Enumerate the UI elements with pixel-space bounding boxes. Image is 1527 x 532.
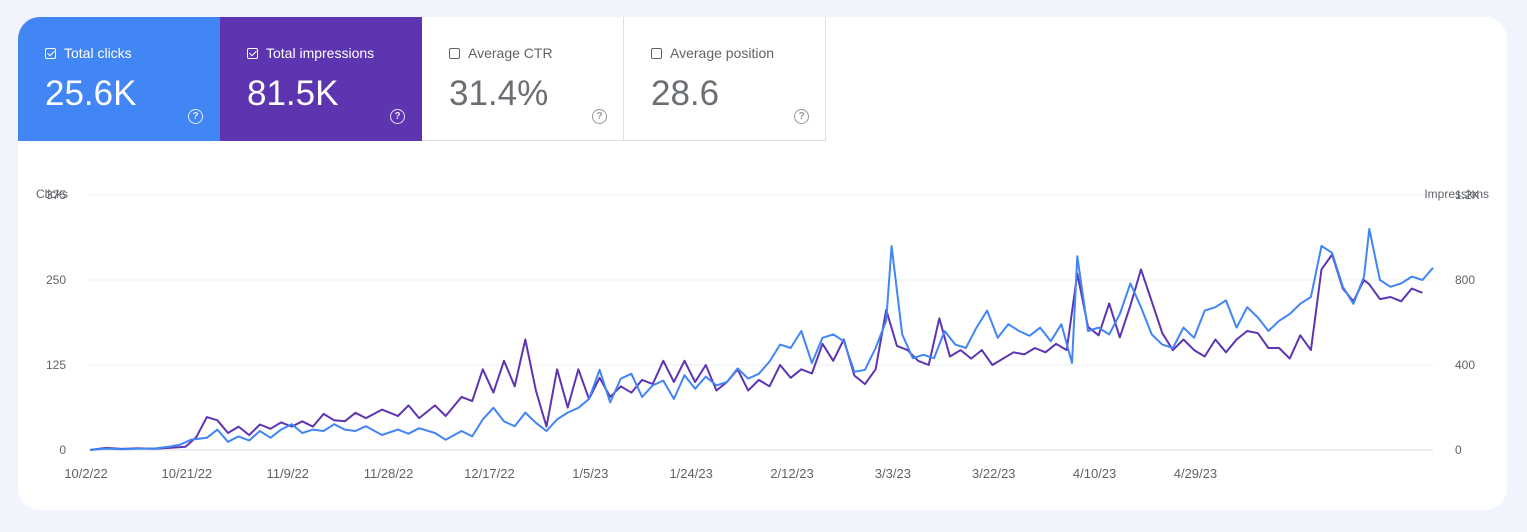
average-ctr-tab[interactable]: Average CTR 31.4% ? [422, 17, 624, 141]
x-tick-label: 2/12/23 [770, 466, 813, 481]
y-left-tick-label: 250 [46, 273, 66, 287]
total-clicks-value: 25.6K [45, 74, 137, 113]
average-position-label: Average position [670, 45, 775, 61]
x-tick-label: 10/21/22 [162, 466, 213, 481]
average-ctr-value: 31.4% [449, 74, 549, 113]
help-circle-icon[interactable]: ? [794, 109, 809, 124]
y-axis-left-title: Clicks [36, 187, 68, 201]
help-circle-icon[interactable]: ? [592, 109, 607, 124]
y-right-tick-label: 400 [1455, 358, 1475, 372]
average-position-value: 28.6 [651, 74, 720, 113]
series-line-impressions [89, 253, 1423, 451]
x-tick-label: 1/24/23 [669, 466, 712, 481]
y-right-tick-label: 0 [1455, 443, 1462, 457]
x-tick-label: 4/10/23 [1073, 466, 1116, 481]
average-position-tab[interactable]: Average position 28.6 ? [624, 17, 826, 141]
x-tick-label: 3/22/23 [972, 466, 1015, 481]
y-axis-left-ticks: 0 125 250 375 [46, 188, 66, 457]
average-position-checkbox[interactable] [651, 47, 662, 59]
x-tick-label: 1/5/23 [572, 466, 608, 481]
y-right-tick-label: 800 [1455, 273, 1475, 287]
x-tick-label: 10/2/22 [64, 466, 107, 481]
x-tick-label: 11/9/22 [267, 466, 309, 481]
x-tick-label: 11/28/22 [364, 466, 414, 481]
average-ctr-label: Average CTR [468, 45, 553, 61]
total-clicks-label: Total clicks [64, 45, 132, 61]
performance-card: Total clicks 25.6K ? Total impressions 8… [18, 17, 1507, 510]
total-clicks-tab[interactable]: Total clicks 25.6K ? [18, 17, 220, 141]
grid-lines [90, 194, 1433, 451]
y-left-tick-label: 375 [46, 188, 66, 202]
total-impressions-checkbox[interactable] [247, 47, 258, 59]
average-ctr-checkbox[interactable] [449, 47, 460, 59]
performance-chart: Clicks Impressions 0 125 250 375 0 400 800 1.2… [36, 187, 1489, 481]
series-line-clicks [89, 228, 1434, 451]
metric-tabs: Total clicks 25.6K ? Total impressions 8… [18, 17, 826, 141]
help-circle-icon[interactable]: ? [188, 109, 203, 124]
y-right-tick-label: 1.2K [1455, 188, 1480, 202]
x-axis-ticks: 10/2/22 10/21/22 11/9/22 11/28/22 12/17/22 1/… [64, 466, 1217, 481]
help-circle-icon[interactable]: ? [390, 109, 405, 124]
x-tick-label: 12/17/22 [464, 466, 515, 481]
total-impressions-value: 81.5K [247, 74, 339, 113]
x-tick-label: 3/3/23 [875, 466, 911, 481]
y-axis-right-ticks: 0 400 800 1.2K [1455, 188, 1480, 457]
x-tick-label: 4/29/23 [1174, 466, 1217, 481]
total-impressions-tab[interactable]: Total impressions 81.5K ? [220, 17, 422, 141]
y-left-tick-label: 0 [59, 443, 66, 457]
total-impressions-label: Total impressions [266, 45, 375, 61]
y-left-tick-label: 125 [46, 358, 66, 372]
total-clicks-checkbox[interactable] [45, 47, 56, 59]
y-axis-right-title: Impressions [1424, 187, 1489, 201]
